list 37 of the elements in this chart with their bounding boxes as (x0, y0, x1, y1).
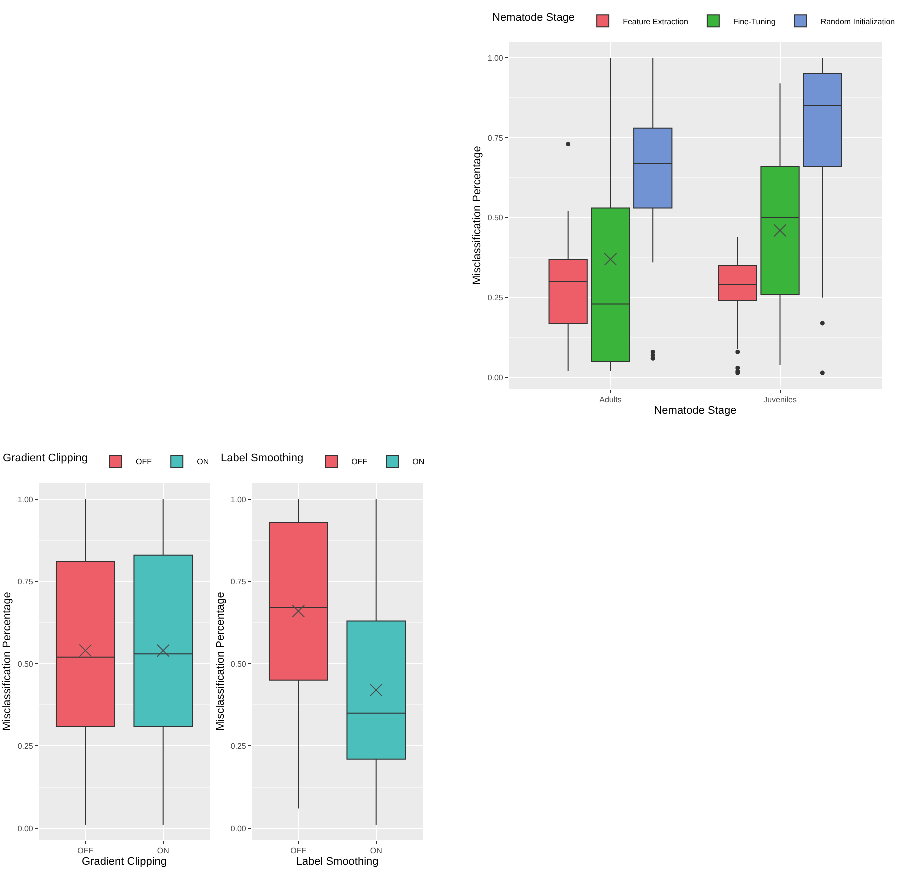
y-tick-label: 0.75 (18, 578, 34, 587)
y-tick-label: 0.50 (230, 660, 247, 669)
legend-label: Random Initialization (820, 17, 896, 26)
legend-label: Feature Extraction (623, 17, 688, 26)
x-tick-label: ON (370, 846, 383, 856)
x-axis-title: Label Smoothing (296, 856, 379, 868)
y-tick-label: 1.00 (488, 54, 504, 63)
legend-label: OFF (136, 458, 152, 467)
legend-title: Gradient Clipping (3, 452, 88, 464)
legend-title: Label Smoothing (221, 452, 304, 464)
y-axis-title: Misclassification Percentage (1, 592, 14, 731)
y-tick-label: 1.00 (230, 495, 247, 504)
y-tick-label: 0.00 (488, 374, 504, 383)
x-tick-label: OFF (290, 846, 307, 856)
y-tick-label: 0.25 (18, 742, 34, 752)
y-tick-label: 0.00 (230, 824, 247, 834)
x-axis-title: Gradient Clipping (82, 856, 167, 868)
y-tick-label: 0.75 (488, 134, 504, 143)
x-tick-label: Adults (600, 396, 622, 405)
legend-title: Nematode Stage (492, 12, 576, 24)
x-axis-title: Nematode Stage (654, 404, 737, 417)
legend-label: ON (412, 458, 425, 467)
y-tick-label: 0.50 (18, 660, 34, 669)
y-tick-label: 0.50 (488, 214, 504, 223)
legend-label: ON (197, 458, 210, 467)
y-tick-label: 1.00 (18, 495, 34, 504)
legend-label: OFF (352, 458, 368, 467)
legend-label: Fine-Tuning (733, 17, 776, 26)
x-tick-label: OFF (78, 846, 94, 856)
y-axis-title: Misclassification Percentage (215, 592, 227, 731)
y-tick-label: 0.00 (18, 824, 34, 834)
x-tick-label: Juveniles (764, 396, 797, 405)
y-tick-label: 0.25 (488, 294, 504, 303)
x-tick-label: ON (157, 846, 170, 856)
y-tick-label: 0.75 (230, 578, 247, 587)
y-tick-label: 0.25 (230, 742, 247, 752)
y-axis-title: Misclassification Percentage (471, 146, 484, 285)
